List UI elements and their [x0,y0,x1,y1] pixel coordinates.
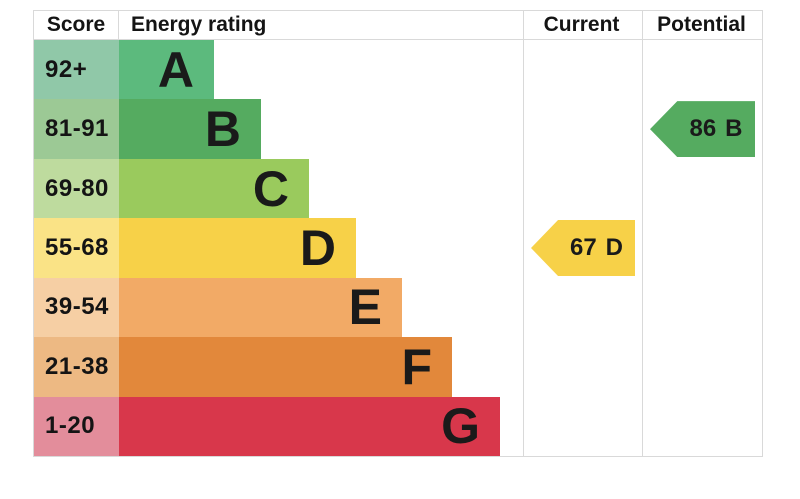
rating-bar: G [119,396,500,456]
potential-column-divider [642,11,643,456]
band-letter: G [441,398,480,455]
score-range-label: 55-68 [45,233,109,261]
band-row-f: 21-38 F [34,337,762,397]
potential-letter: B [725,115,743,143]
band-row-g: 1-20 G [34,396,762,456]
rating-bar: A [119,40,214,100]
score-range-label: 69-80 [45,174,109,202]
score-range-label: 1-20 [45,412,96,440]
rating-bar: E [119,277,402,338]
current-value: 67 [569,234,597,261]
score-cell: 92+ [34,40,119,100]
band-letter: A [157,41,194,98]
potential-value: 86 [689,115,717,143]
band-letter: F [401,338,432,395]
band-letter: E [348,279,382,336]
score-cell: 69-80 [34,158,119,219]
current-column-divider [523,11,524,456]
header-current: Current [543,13,620,36]
rating-bar: C [119,158,309,219]
band-row-b: 81-91 B [34,99,762,159]
chart-header: Score Energy rating Current Potential [34,11,762,40]
band-rows: 92+ A 81-91 B 69-80 C 55-68 D 39-54 E 21… [34,40,762,456]
header-score: Score [34,11,119,39]
score-cell: 81-91 [34,99,119,159]
band-row-e: 39-54 E [34,277,762,338]
band-row-a: 92+ A [34,40,762,100]
band-letter: D [299,219,336,276]
score-cell: 39-54 [34,277,119,338]
band-letter: C [252,160,289,217]
header-potential: Potential [657,13,746,36]
score-range-label: 92+ [45,55,88,83]
score-range-label: 81-91 [45,115,109,143]
rating-bar: F [119,337,452,397]
rating-bar: D [119,218,356,278]
band-row-d: 55-68 D [34,218,762,278]
score-range-label: 39-54 [45,293,109,321]
band-letter: B [204,101,241,158]
score-range-label: 21-38 [45,352,109,380]
score-cell: 55-68 [34,218,119,278]
header-energy-rating: Energy rating [131,13,267,36]
score-cell: 21-38 [34,337,119,397]
score-cell: 1-20 [34,396,119,456]
band-row-c: 69-80 C [34,158,762,219]
rating-bar: B [119,99,261,159]
current-letter: D [605,234,624,261]
epc-rating-chart: Score Energy rating Current Potential 92… [33,10,763,457]
